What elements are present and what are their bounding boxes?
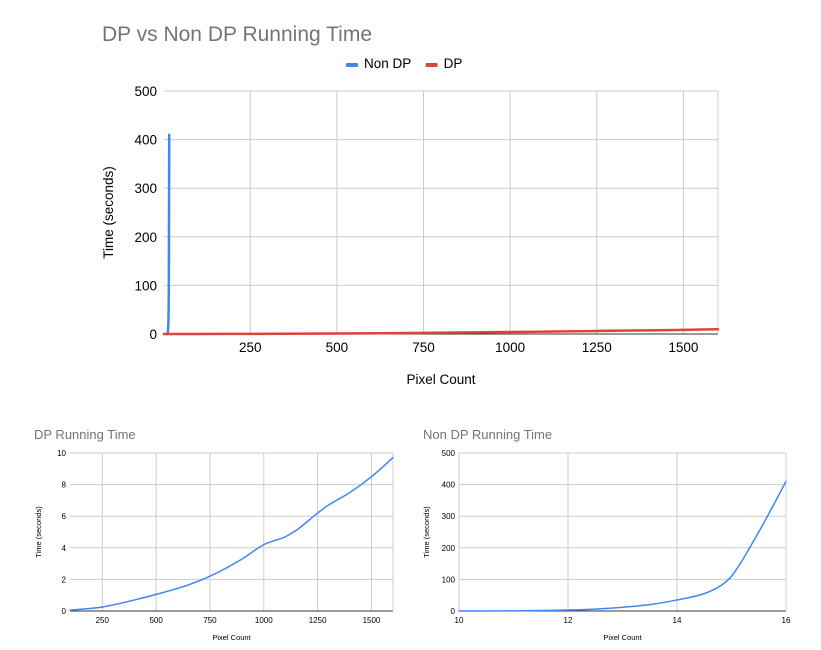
y-tick-label: 200 xyxy=(134,230,157,245)
y-tick-label: 100 xyxy=(134,278,157,293)
y-tick-label: 0 xyxy=(62,607,67,616)
x-tick-label: 250 xyxy=(96,616,110,625)
x-tick-label: 500 xyxy=(326,340,349,355)
y-axis-title: Time (seconds) xyxy=(101,166,116,259)
chart-nondp: Non DP Running Time 10 12 14 16 0 100 200 300 400… xyxy=(422,427,791,642)
x-tick-label: 1000 xyxy=(495,340,525,355)
chart-dp: DP Running Time 250 500 750 1000 1250 1500 0 2 4 6… xyxy=(34,427,394,642)
y-tick-label: 300 xyxy=(442,512,456,521)
y-tick-label: 500 xyxy=(442,449,456,458)
legend-swatch xyxy=(425,63,438,67)
y-tick-label: 300 xyxy=(134,181,157,196)
y-tick-label: 400 xyxy=(134,133,157,148)
y-tick-label: 400 xyxy=(442,481,456,490)
x-axis-title: Pixel Count xyxy=(406,372,475,387)
y-tick-label: 100 xyxy=(442,575,456,584)
x-tick-label: 1500 xyxy=(363,616,381,625)
series-line-non-dp xyxy=(165,133,171,336)
y-tick-label: 4 xyxy=(62,544,67,553)
chart-title: Non DP Running Time xyxy=(423,427,552,442)
legend-swatch xyxy=(346,63,358,67)
chart-title: DP Running Time xyxy=(34,427,136,442)
y-axis-title: Time (seconds) xyxy=(34,506,43,558)
y-tick-label: 0 xyxy=(149,327,157,342)
x-tick-label: 1250 xyxy=(309,616,327,625)
x-tick-label: 1000 xyxy=(255,616,273,625)
x-tick-label: 750 xyxy=(412,340,435,355)
x-tick-label: 14 xyxy=(673,616,682,625)
y-axis-title: Time (seconds) xyxy=(422,506,431,558)
x-tick-label: 10 xyxy=(455,616,464,625)
x-tick-label: 1500 xyxy=(668,340,698,355)
y-tick-label: 0 xyxy=(451,607,456,616)
series-line-0 xyxy=(458,480,787,612)
chart-title: DP vs Non DP Running Time xyxy=(102,23,372,46)
y-tick-label: 6 xyxy=(62,512,67,521)
legend-label: Non DP xyxy=(364,56,411,71)
x-tick-label: 250 xyxy=(239,340,262,355)
x-tick-label: 12 xyxy=(564,616,573,625)
x-tick-label: 500 xyxy=(149,616,163,625)
series-line-dp xyxy=(162,328,720,336)
y-tick-label: 200 xyxy=(442,544,456,553)
x-tick-label: 16 xyxy=(782,616,791,625)
y-tick-label: 10 xyxy=(57,449,66,458)
x-tick-label: 1250 xyxy=(582,340,612,355)
y-tick-label: 500 xyxy=(134,84,157,99)
y-tick-label: 2 xyxy=(62,575,67,584)
x-axis-title: Pixel Count xyxy=(603,633,642,642)
x-tick-label: 750 xyxy=(203,616,217,625)
x-axis-title: Pixel Count xyxy=(212,633,251,642)
legend-label: DP xyxy=(444,56,463,71)
y-tick-label: 8 xyxy=(62,481,67,490)
series-line-0 xyxy=(69,456,394,611)
